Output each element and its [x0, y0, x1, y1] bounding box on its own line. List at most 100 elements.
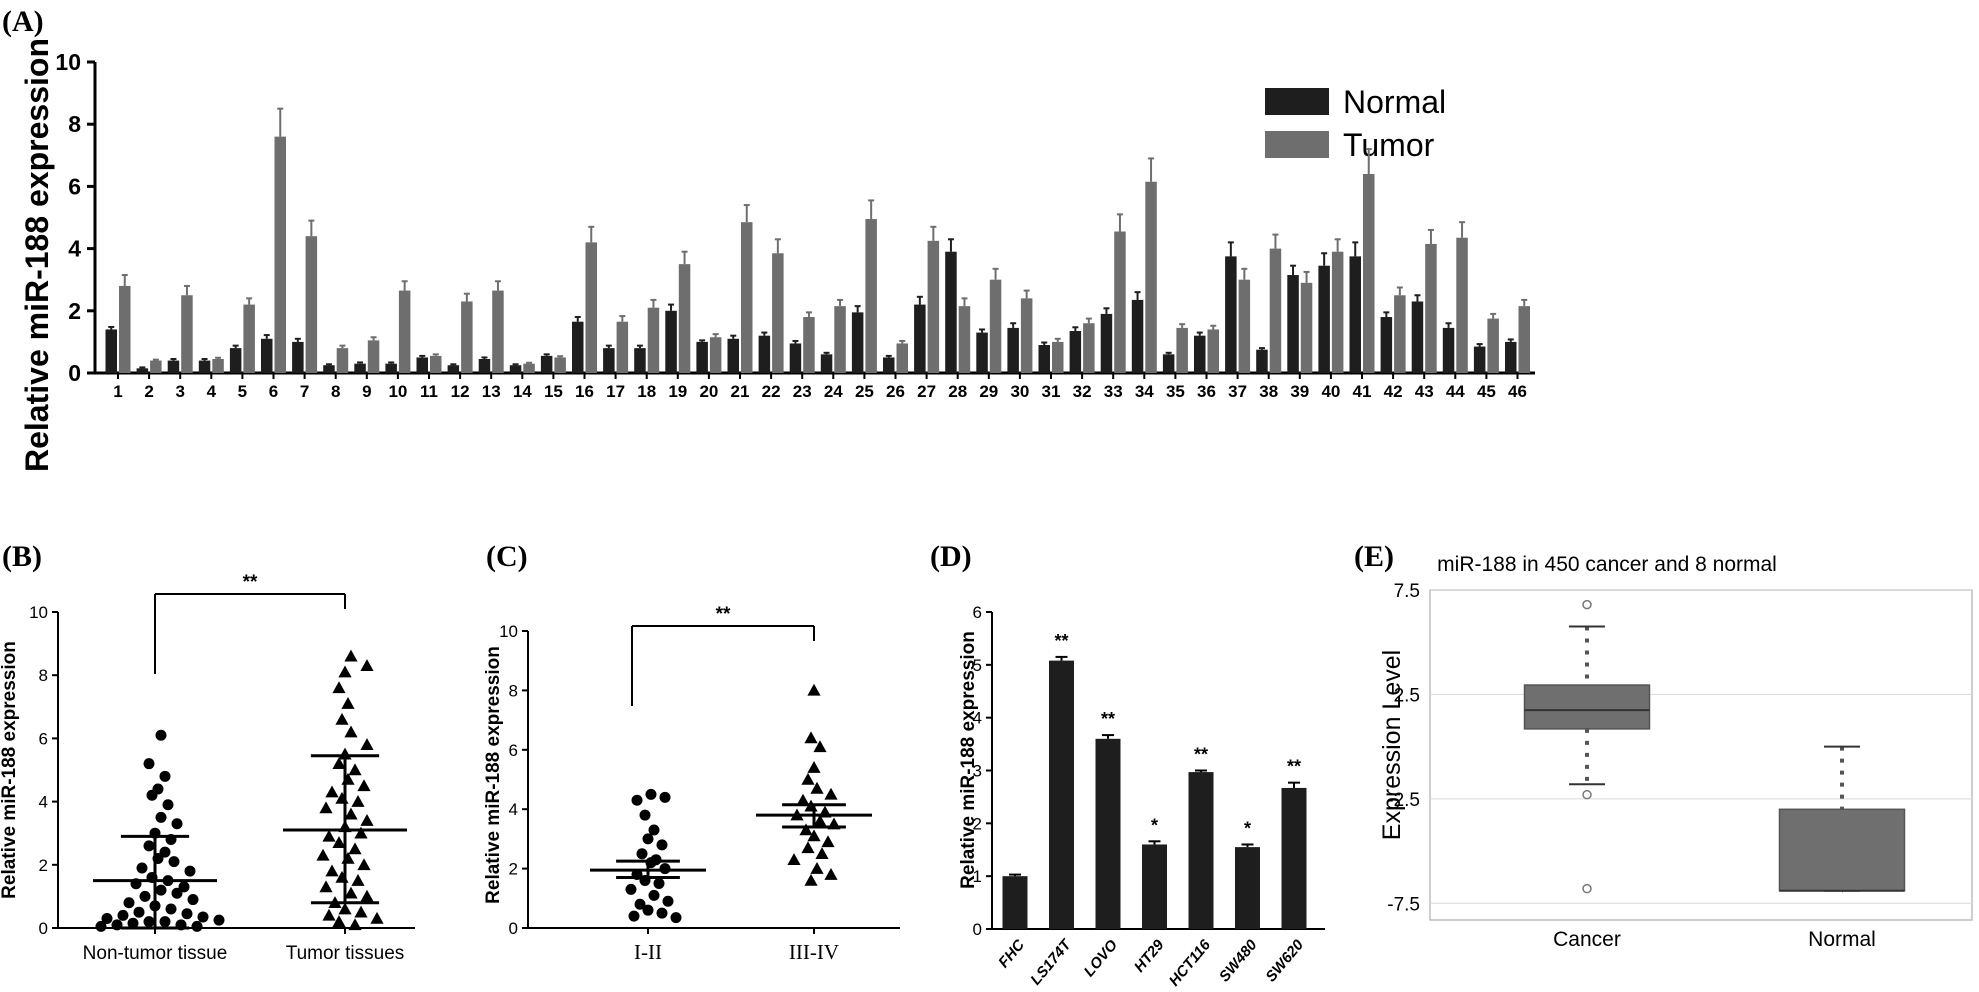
panel-a-ytick-label: 4: [68, 236, 81, 262]
panel-d-ytick-label: 5: [973, 656, 982, 675]
panel-e-ytick-label: 2.5: [1394, 685, 1420, 706]
normal-bar: [1380, 317, 1393, 373]
panel-b-data-point: [95, 920, 107, 932]
panel-c-data-point: [648, 824, 660, 836]
panel-b-data-point: [354, 826, 368, 839]
panel-a-legend: Normal Tumor: [1265, 84, 1446, 163]
panel-b-data-point: [357, 858, 371, 871]
panel-a-xtick-label: 39: [1290, 382, 1309, 401]
panel-b-data-point: [159, 846, 171, 858]
panel-b-data-point: [332, 915, 346, 927]
tumor-bar: [1363, 173, 1375, 373]
normal-bar: [323, 365, 335, 373]
panel-a-xtick-label: 29: [979, 382, 998, 401]
panel-b-data-point: [187, 894, 199, 906]
panel-a-xtick-label: 9: [362, 382, 371, 401]
panel-c-data-point: [642, 904, 654, 916]
panel-a-xtick-label: 3: [175, 382, 184, 401]
legend-normal-label: Normal: [1343, 84, 1446, 120]
panel-d-ytick-label: 0: [973, 920, 982, 939]
panel-b-data-point: [344, 886, 358, 899]
normal-bar: [416, 357, 428, 373]
normal-bar: [1131, 299, 1144, 373]
panel-b-data-point: [325, 864, 339, 877]
panel-a-xtick-label: 20: [699, 382, 718, 401]
tumor-bar: [1487, 318, 1499, 373]
panel-a-xtick-label: 1: [113, 382, 122, 401]
panel-b-data-point: [332, 836, 346, 848]
panel-b-data-point: [155, 729, 167, 741]
normal-bar: [976, 332, 988, 373]
panel-a-bar-chart: Relative miR-188 expression Normal Tumor…: [19, 38, 1535, 472]
panel-c-ytick-label: 0: [509, 919, 518, 938]
tumor-bar: [927, 240, 940, 373]
normal-bar: [572, 321, 584, 373]
panel-c-data-point: [824, 867, 838, 880]
legend-normal-swatch: [1265, 88, 1329, 115]
tumor-bar: [398, 290, 411, 373]
panel-c-data-point: [648, 889, 660, 901]
panel-a-ytick-label: 0: [68, 360, 81, 386]
panel-a-xtick-label: 41: [1353, 382, 1372, 401]
panel-c-data-point: [801, 841, 815, 854]
panel-d-bar: [1281, 787, 1307, 929]
panel-c-data-point: [807, 683, 821, 696]
panel-b-data-point: [159, 916, 171, 928]
normal-bar: [1069, 331, 1082, 373]
panel-b-ytick-label: 8: [39, 666, 48, 685]
panel-b-data-point: [184, 865, 196, 877]
tumor-bar: [274, 136, 286, 373]
panel-d-xtick-label: FHC: [995, 936, 1029, 971]
normal-bar: [385, 363, 397, 373]
panel-b-data-point: [322, 829, 336, 842]
panel-b-data-point: [155, 811, 167, 823]
panel-b-data-point: [155, 884, 167, 896]
normal-bar: [261, 338, 273, 373]
panel-d-ytick-label: 1: [973, 867, 982, 886]
panel-a-xtick-label: 33: [1104, 382, 1123, 401]
panel-c-data-point: [807, 761, 821, 773]
panel-b-data-point: [143, 840, 155, 852]
panel-b-data-point: [332, 757, 346, 769]
panel-b-data-point: [354, 905, 368, 918]
panel-b-data-point: [197, 911, 209, 923]
normal-bar: [789, 343, 802, 373]
normal-bar: [914, 304, 926, 373]
panel-b-ytick-label: 0: [39, 919, 48, 938]
panel-a-xtick-label: 45: [1477, 382, 1496, 401]
panel-b-xtick-label: Tumor tissues: [286, 943, 405, 964]
normal-bar: [198, 360, 211, 373]
panel-c-ytick-label: 2: [509, 860, 518, 879]
normal-bar: [1318, 265, 1330, 373]
tumor-bar: [1394, 295, 1406, 373]
normal-bar: [354, 363, 366, 373]
tumor-bar: [616, 321, 629, 373]
panel-a-xtick-label: 21: [731, 382, 750, 401]
panel-a-xtick-label: 18: [637, 382, 656, 401]
panel-b-data-point: [171, 887, 183, 899]
normal-bar: [665, 310, 677, 373]
panel-b-data-point: [165, 903, 177, 915]
panel-d-ytick-label: 4: [973, 709, 982, 728]
tumor-bar: [305, 236, 318, 373]
tumor-bar: [709, 337, 722, 373]
panel-b-data-point: [348, 763, 362, 776]
panel-d-xtick-label: LS174T: [1027, 935, 1076, 988]
panel-d-xtick-label: LOVO: [1081, 936, 1122, 980]
tumor-bar: [461, 301, 473, 373]
panel-b-ytick-label: 2: [39, 856, 48, 875]
panel-c-data-point: [659, 791, 671, 803]
normal-bar: [1411, 301, 1424, 373]
panel-c-significance-label: **: [716, 604, 731, 625]
panel-c-ytick-label: 6: [509, 741, 518, 760]
tumor-bar: [181, 295, 193, 373]
normal-bar: [1100, 313, 1113, 373]
panel-a-xtick-label: 10: [388, 382, 407, 401]
panel-e-cancer-box: [1523, 684, 1651, 730]
tumor-bar: [430, 355, 442, 373]
panel-a-xtick-label: 8: [331, 382, 340, 401]
panel-d-significance-label: **: [1194, 745, 1208, 765]
panel-b-data-point: [335, 870, 349, 883]
panel-b-data-point: [325, 785, 339, 798]
panel-b-data-point: [357, 779, 371, 792]
